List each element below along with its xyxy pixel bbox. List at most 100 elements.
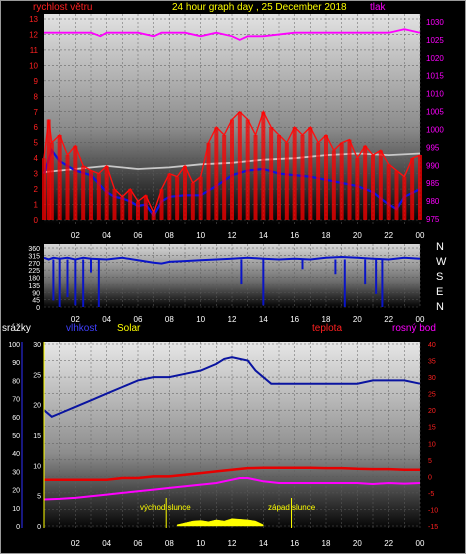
wind-tick-label: 13	[29, 15, 38, 24]
wind-tick-label: 12	[29, 30, 38, 39]
temperature-tick-label: 30	[428, 375, 436, 382]
wind-tick-label: 1	[34, 201, 39, 210]
humidity-tick-label: 15	[33, 433, 41, 440]
time-tick-label: 10	[196, 231, 205, 240]
wind-tick-label: 0	[34, 216, 39, 225]
wind-tick-label: 6	[34, 123, 39, 132]
pressure-tick-label: 975	[426, 215, 440, 224]
wind-tick-label: 9	[34, 77, 39, 86]
compass-label: N	[436, 241, 444, 253]
pressure-tick-label: 1020	[426, 54, 444, 63]
temperature-tick-label: 15	[428, 425, 436, 432]
temperature-tick-label: -15	[428, 524, 438, 531]
humidity-tick-label: 0	[37, 524, 41, 531]
time-tick-label: 18	[322, 315, 331, 324]
rain-axis-label: srážky	[2, 323, 31, 334]
rain-tick-label: 40	[12, 451, 20, 458]
temp-series-line	[44, 466, 420, 481]
temperature-tick-label: -5	[428, 491, 434, 498]
dewpoint-axis-label: rosný bod	[392, 323, 436, 334]
time-tick-label: 18	[322, 231, 331, 240]
rain-tick-label: 20	[12, 488, 20, 495]
temperature-tick-label: 35	[428, 359, 436, 366]
time-tick-label: 14	[259, 231, 268, 240]
time-tick-label: 10	[196, 539, 205, 548]
wind-tick-label: 3	[34, 170, 39, 179]
direction-tick-label: 360	[28, 246, 40, 253]
time-tick-label: 12	[228, 231, 237, 240]
temperature-tick-label: 5	[428, 458, 432, 465]
pressure-tick-label: 1025	[426, 36, 444, 45]
time-tick-label: 10	[196, 315, 205, 324]
pressure-tick-label: 990	[426, 161, 440, 170]
time-tick-label: 00	[416, 231, 425, 240]
time-tick-label: 14	[259, 539, 268, 548]
compass-label: N	[436, 301, 444, 313]
wind-tick-label: 11	[30, 46, 39, 55]
direction-tick-label: 270	[28, 261, 40, 268]
rain-tick-label: 90	[12, 360, 20, 367]
direction-tick-label: 315	[28, 253, 40, 260]
time-tick-label: 12	[228, 315, 237, 324]
wind-tick-label: 8	[34, 92, 39, 101]
pressure-tick-label: 1010	[426, 90, 444, 99]
time-tick-label: 08	[165, 315, 174, 324]
compass-label: W	[436, 256, 447, 268]
direction-tick-label: 90	[32, 290, 40, 297]
pressure-tick-label: 985	[426, 179, 440, 188]
direction-tick-label: 0	[36, 305, 40, 312]
temperature-axis-label: teplota	[312, 323, 342, 334]
direction-tick-label: 225	[28, 268, 40, 275]
temperature-tick-label: 20	[428, 408, 436, 415]
time-tick-label: 20	[353, 315, 362, 324]
sunrise-label: východ slunce	[140, 503, 191, 512]
temperature-tick-label: 25	[428, 392, 436, 399]
time-tick-label: 02	[71, 231, 80, 240]
wind-tick-label: 4	[34, 154, 39, 163]
time-tick-label: 06	[134, 539, 143, 548]
humidity-tick-label: 30	[33, 342, 41, 349]
pressure-tick-label: 1030	[426, 18, 444, 27]
dew-series-line	[43, 477, 421, 501]
solar-axis-label: Solar	[117, 323, 141, 334]
wind-tick-label: 2	[34, 185, 39, 194]
time-tick-label: 04	[102, 231, 111, 240]
humidity-axis-label: vlhkost	[66, 323, 97, 334]
time-tick-label: 02	[71, 315, 80, 324]
time-tick-label: 00	[416, 315, 425, 324]
time-tick-label: 18	[322, 539, 331, 548]
humidity-series-line	[43, 356, 421, 418]
rain-tick-label: 100	[8, 342, 20, 349]
time-tick-label: 20	[353, 539, 362, 548]
time-tick-label: 14	[259, 315, 268, 324]
wind-tick-label: 7	[34, 108, 39, 117]
pressure-series-line	[44, 28, 421, 41]
rain-tick-label: 80	[12, 378, 20, 385]
humidity-tick-label: 10	[33, 463, 41, 470]
pressure-tick-label: 995	[426, 143, 440, 152]
time-tick-label: 22	[384, 539, 393, 548]
compass-label: S	[436, 271, 443, 283]
sunset-label: západ slunce	[268, 503, 316, 512]
rain-tick-label: 50	[12, 433, 20, 440]
time-tick-label: 22	[384, 315, 393, 324]
direction-tick-label: 45	[32, 298, 40, 305]
direction-tick-label: 180	[28, 276, 40, 283]
humidity-tick-label: 25	[33, 372, 41, 379]
compass-label: E	[436, 286, 443, 298]
time-tick-label: 00	[416, 539, 425, 548]
time-tick-label: 06	[134, 231, 143, 240]
time-tick-label: 06	[134, 315, 143, 324]
rain-tick-label: 0	[16, 524, 20, 531]
direction-tick-label: 135	[28, 283, 40, 290]
temperature-tick-label: 10	[428, 441, 436, 448]
time-tick-label: 04	[102, 315, 111, 324]
time-tick-label: 02	[71, 539, 80, 548]
pressure-tick-label: 980	[426, 197, 440, 206]
pressure-tick-label: 1015	[426, 72, 444, 81]
wind-tick-label: 5	[34, 139, 39, 148]
rain-tick-label: 60	[12, 415, 20, 422]
humidity-tick-label: 5	[37, 494, 41, 501]
time-tick-label: 16	[290, 315, 299, 324]
